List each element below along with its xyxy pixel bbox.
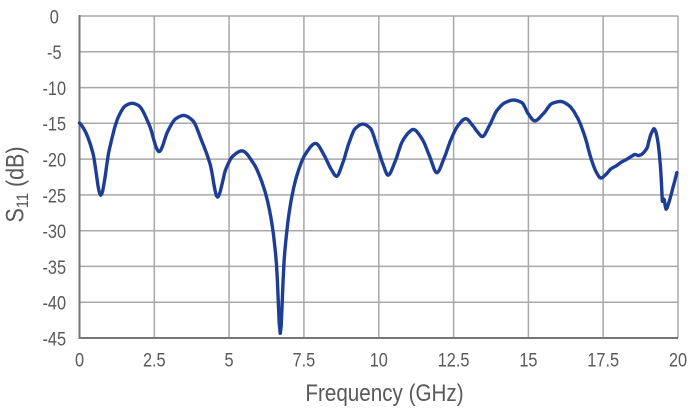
svg-text:-45: -45 bbox=[42, 328, 66, 349]
svg-text:20: 20 bbox=[669, 349, 687, 370]
svg-text:17.5: 17.5 bbox=[587, 349, 619, 370]
svg-text:-15: -15 bbox=[42, 114, 66, 135]
svg-text:2.5: 2.5 bbox=[143, 349, 166, 370]
svg-text:0: 0 bbox=[75, 349, 84, 370]
svg-text:7.5: 7.5 bbox=[293, 349, 316, 370]
svg-text:Frequency (GHz): Frequency (GHz) bbox=[305, 380, 463, 407]
svg-text:12.5: 12.5 bbox=[438, 349, 470, 370]
svg-text:-10: -10 bbox=[42, 78, 66, 99]
svg-text:-5: -5 bbox=[47, 42, 62, 63]
svg-text:10: 10 bbox=[370, 349, 388, 370]
svg-text:-30: -30 bbox=[42, 221, 66, 242]
svg-text:0: 0 bbox=[50, 6, 59, 27]
svg-text:15: 15 bbox=[519, 349, 537, 370]
svg-text:-20: -20 bbox=[42, 149, 66, 170]
svg-text:-35: -35 bbox=[42, 257, 66, 278]
svg-text:-40: -40 bbox=[42, 292, 66, 313]
svg-text:S11 (dB): S11 (dB) bbox=[1, 146, 32, 222]
svg-text:5: 5 bbox=[225, 349, 234, 370]
svg-text:-25: -25 bbox=[42, 185, 66, 206]
